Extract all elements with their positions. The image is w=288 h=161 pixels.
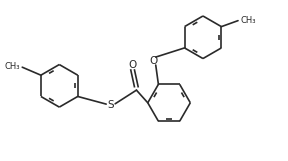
Text: O: O	[128, 60, 137, 70]
Text: O: O	[149, 56, 157, 66]
Text: S: S	[107, 100, 114, 110]
Text: CH₃: CH₃	[241, 16, 256, 25]
Text: CH₃: CH₃	[4, 62, 20, 71]
